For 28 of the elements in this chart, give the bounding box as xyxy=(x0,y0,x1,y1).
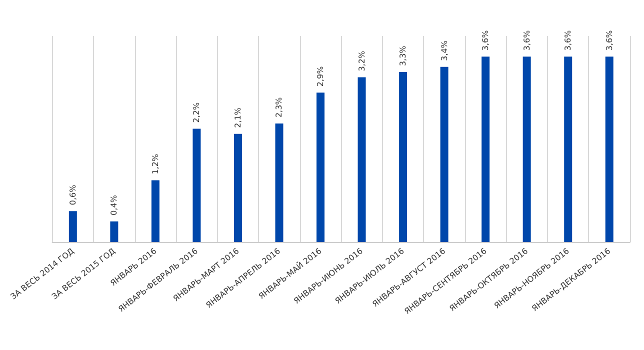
data-label: 2,1% xyxy=(233,107,242,128)
data-label: 2,2% xyxy=(192,102,202,123)
bar xyxy=(68,211,77,242)
data-label: 2,3% xyxy=(274,96,284,118)
bar xyxy=(316,92,325,242)
bar xyxy=(522,56,531,242)
data-label: 3,3% xyxy=(398,45,408,66)
data-label: 2,9% xyxy=(316,66,326,87)
bar xyxy=(151,180,160,242)
bar xyxy=(358,77,366,242)
data-label: 0,4% xyxy=(110,194,119,216)
data-label: 0,6% xyxy=(68,184,78,206)
bar xyxy=(399,72,408,242)
data-label: 3,6% xyxy=(604,30,614,51)
bar xyxy=(564,56,572,242)
data-label: 1,2% xyxy=(150,153,160,174)
bar xyxy=(605,56,614,242)
bar xyxy=(234,134,242,242)
data-label: 3,2% xyxy=(357,50,366,72)
bar xyxy=(275,124,284,242)
bar xyxy=(482,56,490,242)
data-label: 3,6% xyxy=(481,30,490,51)
bar xyxy=(192,128,201,242)
data-label: 3,6% xyxy=(522,30,532,51)
data-label: 3,6% xyxy=(564,30,573,51)
data-label: 3,4% xyxy=(440,40,449,61)
bar xyxy=(440,66,448,242)
bar xyxy=(110,221,118,242)
